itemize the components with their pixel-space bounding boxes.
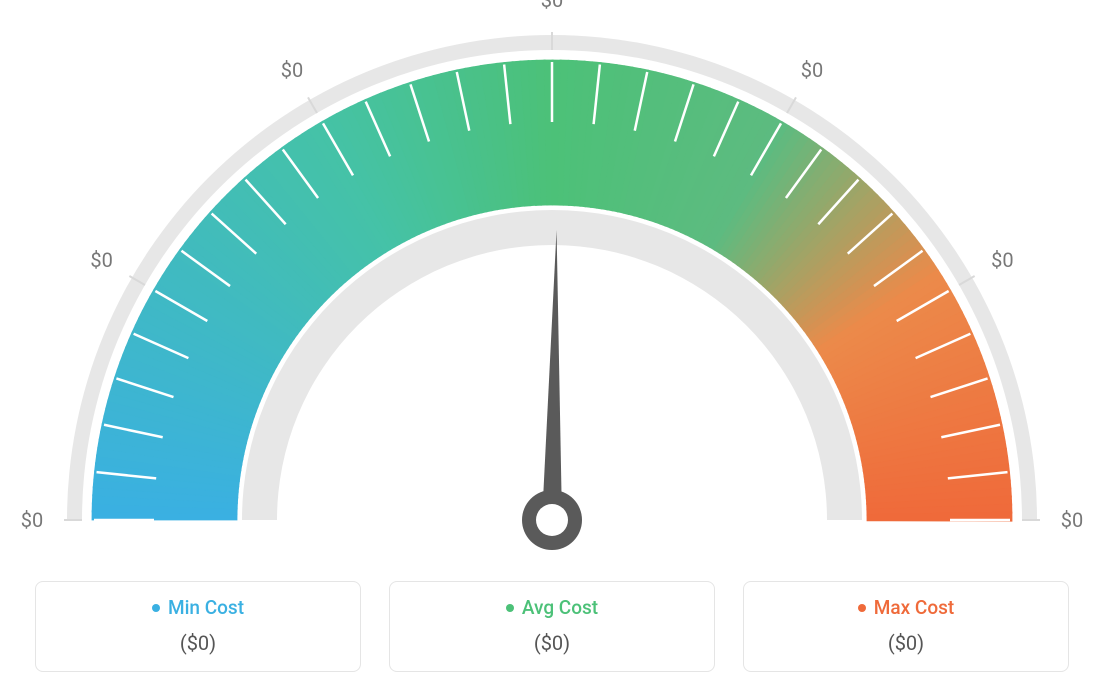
legend-dot-icon — [152, 604, 160, 612]
gauge-tick-label: $0 — [801, 58, 823, 82]
legend-dot-icon — [858, 604, 866, 612]
legend-label-avg: Avg Cost — [522, 596, 598, 619]
gauge-tick-label: $0 — [541, 0, 563, 12]
gauge-tick-label: $0 — [991, 248, 1013, 272]
legend-value-min: ($0) — [36, 631, 360, 655]
legend-row: Min Cost ($0) Avg Cost ($0) Max Cost ($0… — [35, 581, 1069, 672]
legend-title-max: Max Cost — [858, 596, 954, 619]
legend-card-max: Max Cost ($0) — [743, 581, 1069, 672]
legend-card-avg: Avg Cost ($0) — [389, 581, 715, 672]
legend-value-max: ($0) — [744, 631, 1068, 655]
gauge-tick-label: $0 — [90, 248, 112, 272]
legend-dot-icon — [506, 604, 514, 612]
legend-label-max: Max Cost — [874, 596, 954, 619]
legend-title-min: Min Cost — [152, 596, 244, 619]
gauge-tick-label: $0 — [1061, 508, 1083, 532]
gauge-tick-label: $0 — [281, 58, 303, 82]
legend-label-min: Min Cost — [168, 596, 244, 619]
gauge-container: $0 $0 $0 $0 $0 $0 $0 — [0, 0, 1104, 560]
legend-card-min: Min Cost ($0) — [35, 581, 361, 672]
gauge-chart — [0, 0, 1104, 560]
legend-title-avg: Avg Cost — [506, 596, 598, 619]
legend-value-avg: ($0) — [390, 631, 714, 655]
gauge-tick-label: $0 — [21, 508, 43, 532]
